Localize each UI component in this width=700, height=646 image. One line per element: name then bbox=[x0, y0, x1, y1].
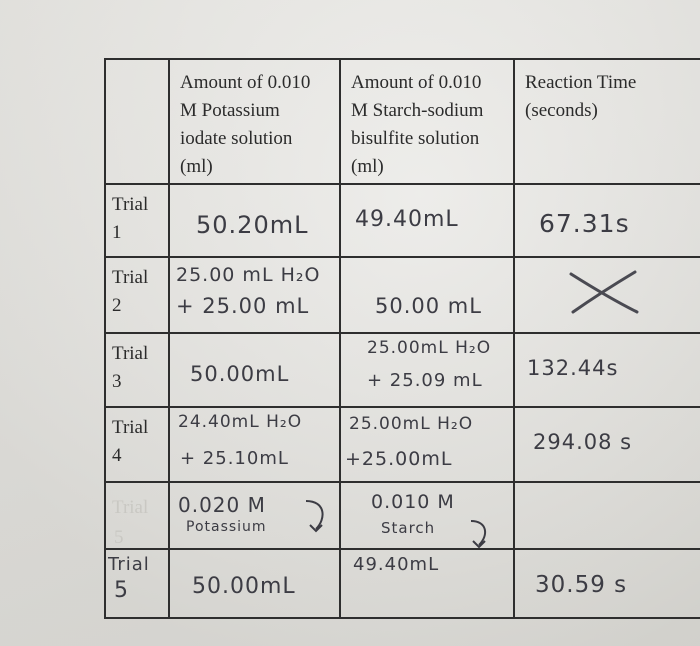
trial-number: 5 bbox=[114, 578, 129, 603]
time-cell: 30.59 s bbox=[513, 548, 700, 619]
handwritten-value: 50.00mL bbox=[192, 574, 296, 599]
handwritten-value: + 25.00 mL bbox=[176, 294, 310, 318]
trial-number: 5 bbox=[114, 527, 124, 548]
header-line: (seconds) bbox=[525, 100, 598, 121]
trial-word: Trial bbox=[108, 554, 150, 575]
header-line: iodate solution bbox=[180, 128, 293, 149]
header-line: M Potassium bbox=[180, 100, 280, 121]
cross-mark-icon bbox=[569, 270, 639, 314]
handwritten-value: 30.59 s bbox=[535, 572, 628, 598]
header-starch: Amount of 0.010 M Starch-sodium bisulfit… bbox=[339, 58, 515, 185]
table-row: Trial 5 50.00mL 49.40mL 30.59 s bbox=[104, 548, 700, 619]
trial-word: Trial bbox=[112, 343, 149, 364]
trial-label-cell: Trial 3 bbox=[104, 332, 170, 408]
header-line: Amount of 0.010 bbox=[180, 72, 311, 93]
handwritten-value: 49.40mL bbox=[355, 207, 459, 232]
header-line: Amount of 0.010 bbox=[351, 72, 482, 93]
handwritten-value: 67.31s bbox=[539, 209, 630, 238]
handwritten-value: 0.010 M bbox=[371, 491, 455, 513]
trial-number: 1 bbox=[112, 222, 122, 243]
handwritten-value: Potassium bbox=[186, 519, 267, 535]
potassium-cell: 25.00 mL H₂O + 25.00 mL bbox=[168, 256, 341, 334]
handwritten-value: 25.00mL H₂O bbox=[367, 338, 492, 358]
handwritten-value: 49.40mL bbox=[353, 554, 440, 575]
handwritten-value: 50.00 mL bbox=[375, 294, 482, 318]
trial-label-cell: Trial 1 bbox=[104, 183, 170, 258]
handwritten-value: + 25.09 mL bbox=[367, 370, 483, 391]
handwritten-value: Starch bbox=[381, 519, 436, 537]
handwritten-value: + 25.10mL bbox=[180, 448, 289, 469]
trial-word: Trial bbox=[112, 417, 149, 438]
starch-cell: 49.40mL bbox=[339, 548, 515, 619]
table-row: Trial 4 24.40mL H₂O + 25.10mL 25.00mL H₂… bbox=[104, 406, 700, 483]
header-line: bisulfite solution bbox=[351, 128, 480, 149]
potassium-cell: 0.020 M Potassium bbox=[168, 481, 341, 550]
trial-number: 4 bbox=[112, 445, 122, 466]
table-row: Trial 5 0.020 M Potassium 0.010 M Starch bbox=[104, 481, 700, 550]
starch-cell: 50.00 mL bbox=[339, 256, 515, 334]
trial-word: Trial bbox=[112, 267, 149, 288]
header-line: (ml) bbox=[351, 156, 384, 177]
potassium-cell: 24.40mL H₂O + 25.10mL bbox=[168, 406, 341, 483]
header-line: M Starch-sodium bbox=[351, 100, 484, 121]
trial-number: 2 bbox=[112, 295, 122, 316]
table-row: Trial 3 50.00mL 25.00mL H₂O + 25.09 mL 1… bbox=[104, 332, 700, 408]
handwritten-value: 25.00mL H₂O bbox=[349, 414, 474, 434]
handwritten-value: 24.40mL H₂O bbox=[178, 412, 303, 432]
trial-label-cell: Trial 4 bbox=[104, 406, 170, 483]
starch-cell: 25.00mL H₂O + 25.09 mL bbox=[339, 332, 515, 408]
trial-word: Trial bbox=[112, 194, 149, 215]
trial-label-cell: Trial 5 bbox=[104, 548, 170, 619]
potassium-cell: 50.00mL bbox=[168, 332, 341, 408]
table-row: Trial 2 25.00 mL H₂O + 25.00 mL 50.00 mL bbox=[104, 256, 700, 334]
handwritten-value: +25.00mL bbox=[345, 448, 453, 470]
starch-cell: 0.010 M Starch bbox=[339, 481, 515, 550]
handwritten-value: 294.08 s bbox=[533, 430, 633, 454]
starch-cell: 49.40mL bbox=[339, 183, 515, 258]
header-time: Reaction Time (seconds) bbox=[513, 58, 700, 185]
header-empty-cell bbox=[104, 58, 170, 185]
trial-word: Trial bbox=[112, 497, 149, 518]
handwritten-value: 0.020 M bbox=[178, 493, 266, 517]
header-line: Reaction Time bbox=[525, 72, 637, 93]
time-cell bbox=[513, 481, 700, 550]
potassium-cell: 50.00mL bbox=[168, 548, 341, 619]
time-cell: 294.08 s bbox=[513, 406, 700, 483]
starch-cell: 25.00mL H₂O +25.00mL bbox=[339, 406, 515, 483]
header-row: Amount of 0.010 M Potassium iodate solut… bbox=[104, 58, 700, 185]
trial-label-cell: Trial 5 bbox=[104, 481, 170, 550]
time-cell: 132.44s bbox=[513, 332, 700, 408]
handwritten-value: 50.00mL bbox=[190, 362, 290, 386]
header-potassium: Amount of 0.010 M Potassium iodate solut… bbox=[168, 58, 341, 185]
trial-number: 3 bbox=[112, 371, 122, 392]
header-line: (ml) bbox=[180, 156, 213, 177]
handwritten-value: 132.44s bbox=[527, 356, 619, 380]
curved-arrow-icon bbox=[305, 500, 324, 533]
trial-label-cell: Trial 2 bbox=[104, 256, 170, 334]
time-cell: 67.31s bbox=[513, 183, 700, 258]
curved-arrow-icon bbox=[470, 520, 487, 549]
potassium-cell: 50.20mL bbox=[168, 183, 341, 258]
time-cell bbox=[513, 256, 700, 334]
handwritten-value: 25.00 mL H₂O bbox=[176, 264, 321, 286]
handwritten-value: 50.20mL bbox=[196, 211, 309, 239]
results-table: Amount of 0.010 M Potassium iodate solut… bbox=[104, 58, 700, 619]
table-row: Trial 1 50.20mL 49.40mL 67.31s bbox=[104, 183, 700, 258]
